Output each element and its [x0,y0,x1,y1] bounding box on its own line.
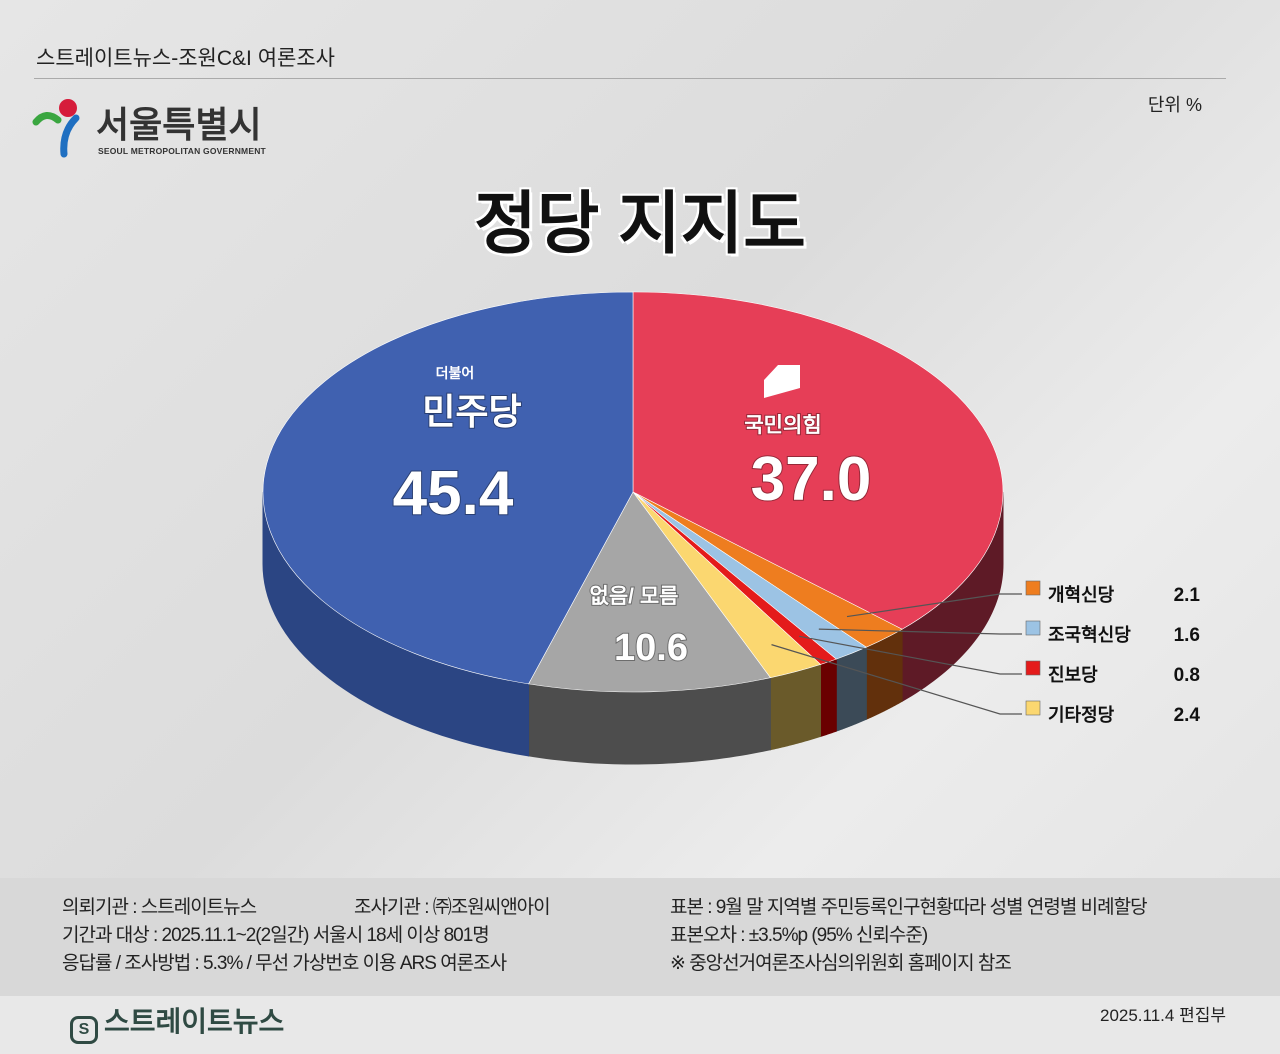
label-reform: 개혁신당 [1048,584,1115,605]
label-none: 없음/ 모름 [590,585,679,608]
footer-left-2: 응답률 / 조사방법 : 5.3% / 무선 가상번호 이용 ARS 여론조사 [62,953,507,974]
value-jinbo: 0.8 [1174,665,1200,686]
ppp-logo-icon [764,365,800,398]
value-none: 10.6 [614,627,688,669]
footer-agency: 조사기관 : ㈜조원씨앤아이 [354,897,551,918]
logo-sub: SEOUL METROPOLITAN GOVERNMENT [98,146,266,156]
leader-line-jokuk [818,628,1022,635]
swatch-jinbo [1025,660,1041,676]
divider [34,78,1226,79]
value-jokuk: 1.6 [1174,625,1200,646]
value-minjoo: 45.4 [393,459,514,528]
pie-slice-5 [528,491,771,693]
footer-right-1: 표본오차 : ±3.5%p (95% 신뢰수준) [670,925,928,946]
brand-logo: S 스트레이트뉴스 [70,1000,284,1044]
pie-slice-0 [632,291,1004,630]
label-jinbo: 진보당 [1048,665,1098,685]
pie-side-2 [835,646,867,732]
chart-title: 정당 지지도 [474,186,806,262]
label-jokuk: 조국혁신당 [1048,624,1131,645]
label-etc: 기타정당 [1048,705,1115,725]
brand-name: 스트레이트뉴스 [104,1006,285,1037]
value-ppp: 37.0 [751,445,872,514]
brand-bar [0,996,1280,1054]
edition-date: 2025.11.4 편집부 [1099,1006,1226,1025]
swatch-etc [1025,700,1041,716]
footer-right-2: ※ 중앙선거여론조사심의위원회 홈페이지 참조 [670,953,1012,974]
seoul-emblem-icon [32,99,80,158]
label-small-minjoo: 더불어 [436,365,475,381]
footer-right-0: 표본 : 9월 말 지역별 주민등록인구현황따라 성별 연령별 비례할당 [670,897,1148,918]
pie-slice-6 [262,291,634,685]
footer-left-1: 기간과 대상 : 2025.11.1~2(2일간) 서울시 18세 이상 801… [62,925,490,946]
brand-s-icon: S [70,1016,98,1044]
value-reform: 2.1 [1174,585,1201,606]
leader-line-jinbo [799,635,1022,675]
label-minjoo: 민주당 [422,391,521,432]
footer-info: 의뢰기관 : 스트레이트뉴스 기간과 대상 : 2025.11.1~2(2일간)… [0,878,1280,996]
leader-line-reform [846,593,1022,618]
pie-side-3 [820,658,837,738]
seoul-logo: 서울특별시 SEOUL METROPOLITAN GOVERNMENT [32,92,292,162]
swatch-reform [1025,580,1041,596]
footer-left-0: 의뢰기관 : 스트레이트뉴스 [62,897,257,918]
value-etc: 2.4 [1174,705,1201,726]
swatch-jokuk [1025,620,1041,636]
survey-source: 스트레이트뉴스-조원C&I 여론조사 [36,47,335,70]
logo-name: 서울특별시 [96,104,262,145]
label-ppp: 국민의힘 [744,414,821,437]
leader-line-etc [771,644,1022,715]
pie-side-4 [769,663,822,751]
unit-label: 단위 % [1147,95,1202,115]
